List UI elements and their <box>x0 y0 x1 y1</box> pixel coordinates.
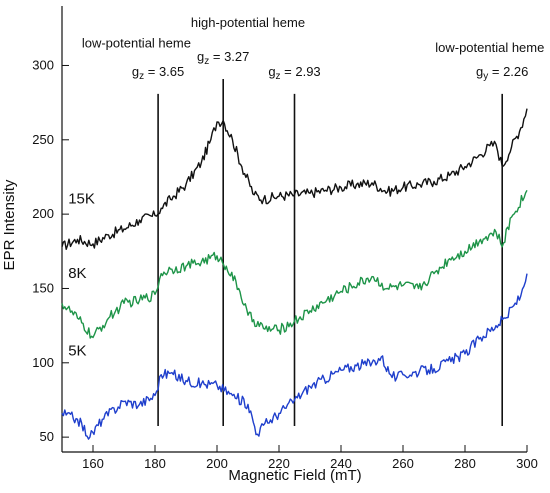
y-tick-label: 100 <box>32 355 54 370</box>
x-tick-label: 180 <box>144 456 166 471</box>
x-tick-label: 300 <box>516 456 538 471</box>
chart-labels: 15K 8K 5K gz = 3.65 gz = 3.27 gz = 2.93 gy = 2… <box>68 15 544 360</box>
y-tick-label: 150 <box>32 280 54 295</box>
x-tick-label: 240 <box>330 456 352 471</box>
series-label: 15K <box>68 191 95 208</box>
series-line-5k <box>61 273 528 440</box>
series-line-8k <box>61 189 528 339</box>
heme-annotation: low-potential heme <box>82 36 191 51</box>
y-tick-label: 50 <box>40 429 54 444</box>
series-label: 8K <box>68 265 86 282</box>
g-value-label: gz = 3.65 <box>132 64 184 82</box>
axes: 160 180 200 220 240 260 280 300 50 100 150 200 250 30… <box>32 6 538 471</box>
x-tick-label: 260 <box>392 456 414 471</box>
heme-annotation: high-potential heme <box>191 15 305 30</box>
g-value-label: gy = 2.26 <box>476 64 528 82</box>
heme-annotation: low-potential heme <box>435 40 544 55</box>
marker-lines <box>157 79 504 426</box>
series-label: 5K <box>68 342 86 359</box>
x-tick-label: 160 <box>82 456 104 471</box>
y-axis-title: EPR Intensity <box>1 179 18 270</box>
x-tick-label: 280 <box>454 456 476 471</box>
y-tick-label: 300 <box>32 57 54 72</box>
x-axis-title: Magnetic Field (mT) <box>228 467 361 484</box>
g-value-label: gz = 3.27 <box>197 49 249 67</box>
g-value-label: gz = 2.93 <box>268 64 320 82</box>
y-tick-label: 200 <box>32 206 54 221</box>
series-line-15k <box>61 108 528 250</box>
series-lines <box>61 108 528 440</box>
x-tick-label: 200 <box>206 456 228 471</box>
y-tick-label: 250 <box>32 132 54 147</box>
x-tick-label: 220 <box>268 456 290 471</box>
